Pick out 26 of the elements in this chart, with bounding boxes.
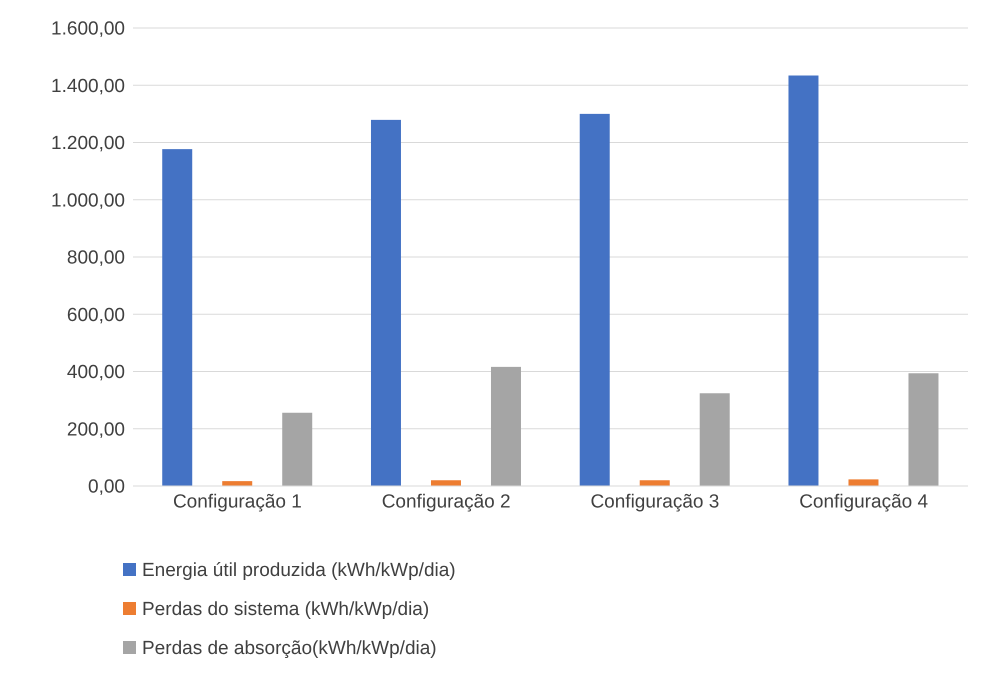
- bar: [162, 149, 192, 486]
- bar: [788, 76, 818, 486]
- legend-label: Energia útil produzida (kWh/kWp/dia): [141, 559, 457, 583]
- bar: [848, 479, 878, 486]
- y-tick-label: 400,00: [66, 362, 125, 384]
- y-tick-label: 200,00: [66, 419, 125, 440]
- bar: [908, 373, 938, 486]
- bar: [490, 366, 521, 486]
- y-tick-label: 600,00: [66, 304, 125, 326]
- bar: [282, 412, 312, 486]
- bar: [700, 393, 730, 486]
- bar: [222, 481, 252, 486]
- x-tick-label: Configuração 2: [382, 491, 511, 512]
- bar: [580, 114, 610, 486]
- x-tick-label: Configuração 4: [799, 491, 928, 512]
- bar: [370, 120, 401, 486]
- legend-label: Perdas do sistema (kWh/kWp/dia): [141, 598, 430, 622]
- y-tick-label: 1.600,00: [51, 18, 125, 40]
- y-tick-label: 1.000,00: [51, 190, 125, 212]
- y-tick-label: 0,00: [88, 476, 125, 498]
- y-tick-label: 1.200,00: [51, 133, 125, 154]
- x-tick-label: Configuração 1: [172, 491, 302, 512]
- y-tick-label: 800,00: [66, 248, 125, 269]
- y-tick-label: 1.400,00: [51, 76, 125, 97]
- legend-label: Perdas de absorção(kWh/kWp/dia): [141, 637, 438, 661]
- x-tick-label: Configuração 3: [590, 491, 720, 512]
